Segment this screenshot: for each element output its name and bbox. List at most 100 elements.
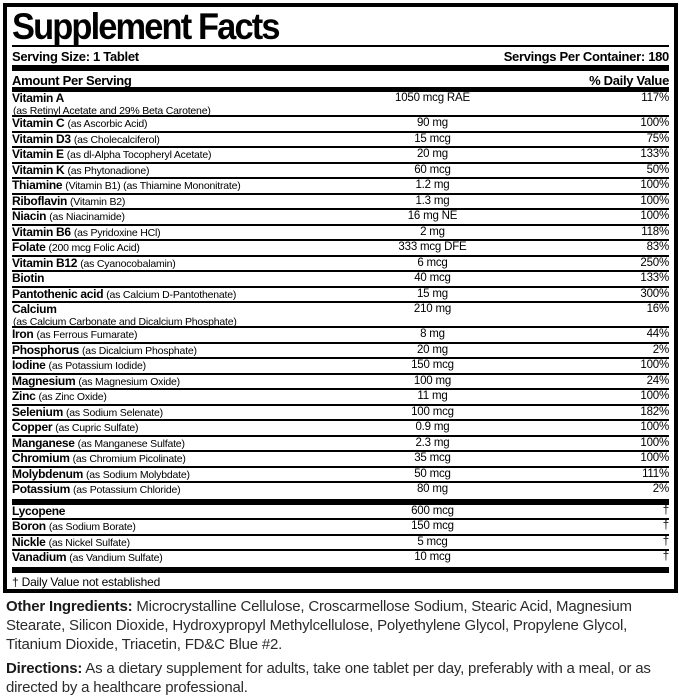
nutrient-name: Lycopene xyxy=(12,503,66,518)
nutrient-row: Pantothenic acid (as Calcium D-Pantothena… xyxy=(12,286,669,303)
nutrient-source: (as Cholecalciferol) xyxy=(73,133,160,146)
daily-value-footnote: † Daily Value not established xyxy=(12,574,161,589)
nutrient-row: Nickle (as Nickel Sulfate) 5 mcg † xyxy=(12,535,669,551)
nutrient-amount: 16 mg NE xyxy=(407,210,458,222)
nutrient-amount: 600 mcg xyxy=(411,504,454,517)
nutrient-row: Iron (as Ferrous Fumarate) 8 mg 44% xyxy=(12,328,669,344)
nutrient-row: Thiamine (Vitamin B1) (as Thiamine Mononi… xyxy=(12,179,669,195)
nutrient-row: Chromium (as Chromium Picolinate) 35 mcg 10… xyxy=(12,452,669,468)
nutrient-name: Molybdenum xyxy=(12,466,83,481)
nutrient-row: Vitamin D3 (as Cholecalciferol) 15 mcg 75% xyxy=(12,131,669,148)
nutrient-source: (as Nickel Sulfate) xyxy=(48,536,131,549)
nutrient-source: (as Potassium Chloride) xyxy=(73,484,181,496)
nutrient-name-cell: Manganese (as Manganese Sulfate) xyxy=(12,435,669,451)
nutrient-source: (as Calcium Carbonate and Dicalcium Phos… xyxy=(13,315,237,328)
nutrient-row: Boron (as Sodium Borate) 150 mcg † xyxy=(12,520,669,536)
nutrient-amount: 15 mcg xyxy=(414,132,451,145)
nutrient-row: Molybdenum (as Sodium Molybdate) 50 mcg 111… xyxy=(12,466,669,483)
nutrient-name-cell: Phosphorus (as Dicalcium Phosphate) xyxy=(12,344,669,358)
servings-per-container-label: Servings Per Container: 180 xyxy=(503,48,670,64)
nutrient-row: Manganese (as Manganese Sulfate) 2.3 mg 100… xyxy=(12,435,669,452)
nutrient-name-cell: Molybdenum (as Sodium Molybdate) xyxy=(12,466,669,482)
nutrient-name: Vitamin D3 xyxy=(12,131,71,146)
nutrient-amount: 10 mcg xyxy=(414,551,451,563)
nutrient-amount: 210 mg xyxy=(413,303,452,315)
nutrient-daily-value: 83% xyxy=(646,241,670,253)
nutrient-name: Magnesium xyxy=(12,373,76,388)
nutrient-name: Pantothenic acid xyxy=(12,286,104,301)
nutrient-daily-value: 182% xyxy=(640,405,669,418)
nutrient-source: (as Cupric Sulfate) xyxy=(55,422,139,434)
nutrient-name-cell: Vitamin B12 (as Cyanocobalamin) xyxy=(12,255,669,271)
nutrient-name-cell: Thiamine (Vitamin B1) (as Thiamine Mononi… xyxy=(12,178,669,193)
nutrient-name-cell: Potassium (as Potassium Chloride) xyxy=(12,482,669,497)
nutrient-name: Copper xyxy=(12,420,53,434)
nutrient-name-cell: Chromium (as Chromium Picolinate) xyxy=(12,452,669,466)
nutrient-name: Riboflavin xyxy=(12,193,68,208)
nutrient-source: (as Ferrous Fumarate) xyxy=(36,329,138,341)
label-text-below-panel: Other Ingredients: Microcrystalline Cell… xyxy=(6,592,673,697)
nutrient-daily-value: 100% xyxy=(640,179,669,191)
nutrient-name-cell: Vitamin C (as Ascorbic Acid) xyxy=(12,116,669,131)
nutrient-row: Magnesium (as Magnesium Oxide) 100 mg 24% xyxy=(12,373,670,390)
nutrient-name-cell: Copper (as Cupric Sulfate) xyxy=(12,420,669,435)
nutrient-name: Vitamin C xyxy=(12,116,65,130)
nutrient-name-cell: Vitamin K (as Phytonadione) xyxy=(12,164,669,178)
thick-divider xyxy=(12,498,669,505)
daily-value-header: % Daily Value xyxy=(589,72,669,88)
directions-paragraph: Directions: As a dietary supplement for … xyxy=(6,659,673,697)
nutrient-amount: 8 mg xyxy=(420,328,445,340)
amount-per-serving-header: Amount Per Serving xyxy=(12,72,132,88)
nutrient-amount: 2.3 mg xyxy=(415,436,450,449)
nutrient-name: Manganese xyxy=(12,435,75,450)
nutrient-source: (as Sodium Molybdate) xyxy=(86,468,190,481)
nutrient-name-cell: Boron (as Sodium Borate) xyxy=(12,520,669,534)
nutrient-name-cell: Lycopene xyxy=(12,503,669,519)
nutrient-name: Potassium xyxy=(12,482,70,496)
nutrient-row: Iodine (as Potassium Iodide) 150 mcg 100% xyxy=(12,359,669,375)
nutrient-name-cell: Vanadium (as Vandium Sulfate) xyxy=(12,551,669,565)
nutrient-row: Lycopene 600 mcg † xyxy=(12,503,669,520)
nutrient-daily-value: 100% xyxy=(640,421,669,433)
nutrient-source: (as Pyridoxine HCl) xyxy=(73,226,161,239)
nutrient-source: (as Ascorbic Acid) xyxy=(67,118,148,130)
nutrient-daily-value: 100% xyxy=(640,452,669,464)
nutrient-daily-value: 100% xyxy=(640,390,669,402)
nutrient-name-cell: Iodine (as Potassium Iodide) xyxy=(12,359,669,373)
nutrient-name-cell: Zinc (as Zinc Oxide) xyxy=(12,390,669,404)
other-ingredients-paragraph: Other Ingredients: Microcrystalline Cell… xyxy=(6,597,673,654)
serving-size-label: Serving Size: 1 Tablet xyxy=(12,48,139,64)
nutrient-row: Riboflavin (Vitamin B2) 1.3 mg 100% xyxy=(12,193,669,210)
nutrient-daily-value: 100% xyxy=(640,359,669,371)
nutrient-name: Selenium xyxy=(12,404,63,419)
nutrient-row: Vitamin B6 (as Pyridoxine HCl) 2 mg 118% xyxy=(12,226,669,241)
nutrient-amount: 60 mcg xyxy=(414,163,451,176)
nutrient-amount: 35 mcg xyxy=(414,452,451,464)
nutrient-name: Biotin xyxy=(12,271,45,285)
nutrient-row: Selenium (as Sodium Selenate) 100 mcg 182% xyxy=(12,404,669,421)
nutrient-row: Calcium (as Calcium Carbonate and Dicalci… xyxy=(12,303,669,328)
nutrient-source: (as Manganese Sulfate) xyxy=(77,437,185,450)
other-ingredients-text: Microcrystalline Cellulose, Croscarmello… xyxy=(6,598,632,653)
nutrient-amount: 40 mcg xyxy=(414,272,451,284)
nutrient-source: (as Dicalcium Phosphate) xyxy=(82,344,197,357)
nutrient-name-cell: Vitamin B6 (as Pyridoxine HCl) xyxy=(12,226,669,240)
nutrient-source: (as Chromium Picolinate) xyxy=(72,453,186,465)
nutrient-name: Vitamin B12 xyxy=(12,255,78,270)
nutrient-amount: 333 mcg DFE xyxy=(398,241,467,253)
nutrient-row: Vanadium (as Vandium Sulfate) 10 mcg † xyxy=(12,551,669,567)
nutrient-name-cell: Vitamin A (as Retinyl Acetate and 29% Bet… xyxy=(12,92,669,117)
nutrient-daily-value: 133% xyxy=(640,148,669,160)
nutrient-amount: 1050 mcg RAE xyxy=(395,92,470,104)
nutrient-daily-value: 24% xyxy=(646,374,670,387)
nutrient-amount: 5 mcg xyxy=(417,535,448,548)
nutrient-name-cell: Niacin (as Niacinamide) xyxy=(12,210,669,224)
nutrient-name: Thiamine xyxy=(12,178,63,192)
nutrient-daily-value: 16% xyxy=(646,303,670,315)
nutrient-daily-value: 100% xyxy=(640,194,669,207)
nutrient-row: Vitamin K (as Phytonadione) 60 mcg 50% xyxy=(12,163,669,179)
nutrient-amount: 80 mg xyxy=(416,483,448,495)
nutrient-name: Folate xyxy=(12,240,46,254)
panel-title: Supplement Facts xyxy=(12,6,280,47)
nutrient-daily-value: 300% xyxy=(640,287,669,300)
